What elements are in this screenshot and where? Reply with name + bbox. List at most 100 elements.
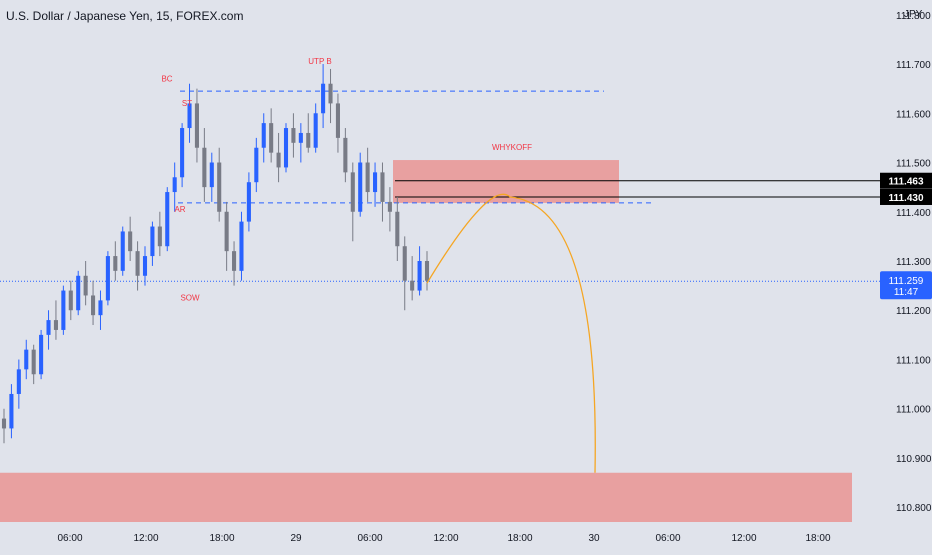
- x-axis-tick-label: 18:00: [805, 533, 830, 544]
- candle: [224, 201, 229, 271]
- y-axis-tick-label: 111.100: [896, 355, 931, 366]
- candle: [254, 137, 259, 193]
- candle: [410, 256, 415, 301]
- price-level-box: [880, 172, 932, 189]
- current-price-label: 111.259: [889, 276, 924, 287]
- x-axis-tick-label: 29: [290, 533, 302, 544]
- candle: [68, 280, 73, 321]
- candle: [61, 285, 66, 335]
- currency-label: JPY: [904, 9, 923, 20]
- candle-body: [39, 334, 44, 375]
- candle: [91, 280, 96, 326]
- candle-body: [350, 172, 355, 212]
- candle: [83, 261, 88, 306]
- candle: [105, 251, 110, 306]
- supply-zone: [393, 160, 619, 203]
- candle-body: [217, 162, 222, 212]
- candle: [113, 241, 118, 281]
- current-price-box: [880, 271, 932, 300]
- x-axis-tick-label: 18:00: [209, 533, 234, 544]
- y-axis-tick-label: 110.900: [896, 454, 932, 465]
- candle-body: [313, 113, 318, 148]
- candle: [53, 300, 58, 340]
- candle-body: [128, 231, 133, 252]
- candle: [313, 103, 318, 153]
- candle-body: [239, 221, 244, 271]
- y-axis-tick-label: 110.800: [896, 503, 932, 514]
- candle: [283, 123, 289, 173]
- candle-body: [53, 320, 58, 330]
- y-axis-tick-label: 111.600: [896, 109, 931, 120]
- x-axis-tick-label: 30: [588, 533, 600, 544]
- candle-body: [68, 290, 73, 311]
- candle-body: [194, 103, 199, 148]
- candle-body: [298, 132, 303, 143]
- candle-body: [16, 369, 21, 394]
- candle: [187, 83, 192, 143]
- candle-body: [224, 211, 229, 252]
- candle-body: [61, 290, 66, 330]
- y-axis-tick-label: 111.500: [896, 159, 931, 170]
- candle: [98, 290, 103, 330]
- zones-layer: WHYKOFF: [0, 143, 852, 522]
- candle: [165, 187, 170, 252]
- price-level-label: 111.463: [888, 177, 923, 188]
- candle: [142, 246, 148, 286]
- candle-body: [76, 275, 81, 311]
- candle: [306, 113, 311, 153]
- wyckoff-annotation: AR: [174, 205, 185, 214]
- candle-body: [358, 162, 363, 212]
- y-axis-tick-label: 111.700: [896, 60, 931, 71]
- candle-body: [31, 349, 36, 375]
- candle: [46, 310, 51, 350]
- candle: [365, 147, 370, 202]
- candle-body: [335, 103, 340, 138]
- candle: [194, 88, 199, 163]
- candle: [298, 123, 303, 163]
- candle-body: [9, 393, 14, 429]
- candle: [135, 241, 140, 291]
- projection-curve: [426, 193, 596, 473]
- candle-body: [291, 128, 296, 143]
- candle-body: [1, 418, 7, 429]
- x-axis-tick-label: 12:00: [433, 533, 458, 544]
- candle: [276, 132, 281, 183]
- demand-zone: [0, 472, 852, 522]
- candle: [39, 329, 44, 380]
- supply-zone-label: WHYKOFF: [492, 143, 532, 152]
- x-axis-tick-label: 06:00: [357, 533, 382, 544]
- candle: [16, 359, 21, 409]
- candle-body: [172, 177, 177, 193]
- candle: [202, 128, 207, 202]
- candle-body: [306, 132, 311, 148]
- candle-body: [343, 137, 348, 173]
- x-axis-tick-label: 06:00: [57, 533, 82, 544]
- candle: [387, 187, 392, 232]
- candle-body: [232, 251, 237, 271]
- x-axis-tick-label: 12:00: [133, 533, 158, 544]
- candle-body: [387, 201, 392, 212]
- wyckoff-annotation: UTP B: [308, 57, 331, 66]
- candle: [373, 162, 378, 207]
- price-level-box: [880, 188, 932, 205]
- candle-body: [417, 261, 422, 291]
- candle: [9, 384, 14, 439]
- candle: [24, 339, 29, 380]
- candle-body: [254, 147, 259, 183]
- y-axis-tick-label: 111.400: [896, 208, 931, 219]
- wyckoff-annotation: BC: [161, 74, 172, 83]
- candle-body: [380, 172, 385, 202]
- y-axis-tick-label: 111.200: [896, 306, 931, 317]
- candle-body: [46, 320, 51, 335]
- y-axis-tick-label: 111.800: [896, 11, 931, 22]
- x-axis-tick-label: 06:00: [655, 533, 680, 544]
- candle: [291, 113, 296, 158]
- countdown-label: 11:47: [894, 287, 919, 298]
- candle: [76, 270, 81, 316]
- axes-layer: 111.800 111.700 111.600 111.500 111.400 111.3…: [57, 9, 932, 544]
- candle-body: [24, 349, 29, 370]
- candle: [328, 68, 333, 124]
- wyckoff-annotation: ST: [182, 99, 192, 108]
